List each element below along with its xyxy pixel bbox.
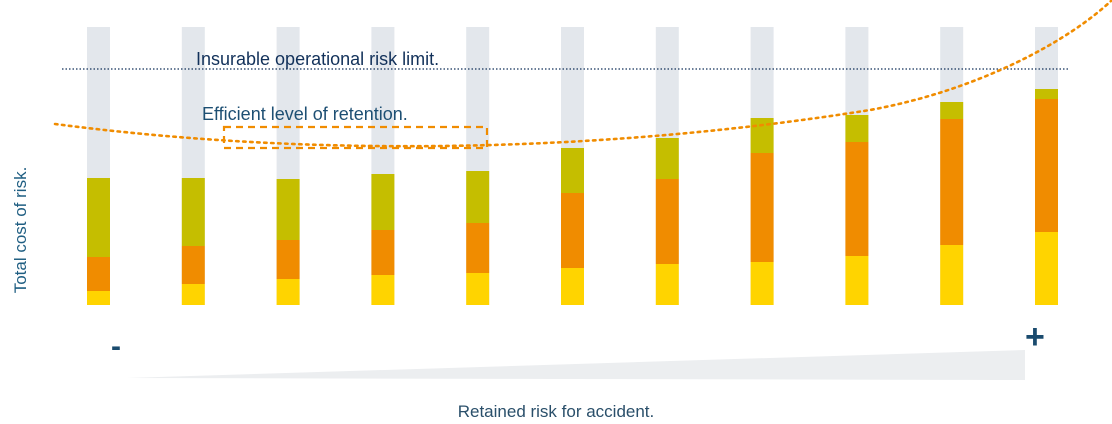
y-axis-label-text: Total cost of risk. (11, 166, 30, 294)
bar-segment-3 (276, 179, 300, 240)
bar-segment-2 (655, 179, 679, 264)
bar-segment-2 (276, 240, 300, 279)
bars-group (87, 27, 1058, 305)
bar-segment-3 (940, 102, 964, 119)
bar-segment-3 (1035, 89, 1058, 99)
bar-segment-3 (561, 148, 584, 193)
minus-sign: - (111, 330, 121, 363)
bar-segment-2 (1035, 99, 1058, 232)
bar-segment-2 (940, 119, 964, 245)
bar-segment-2 (181, 246, 205, 284)
insurable-limit-label: Insurable operational risk limit. (196, 49, 440, 69)
y-axis-label: Total cost of risk. (6, 150, 36, 310)
bar-segment-1 (845, 256, 869, 305)
bar-segment-2 (371, 230, 395, 275)
bar-segment-2 (87, 257, 110, 291)
bar-segment-3 (845, 115, 869, 142)
bar-segment-2 (561, 193, 584, 268)
retained-risk-wedge (127, 350, 1025, 380)
efficient-retention-box (222, 125, 489, 150)
bar-segment-1 (561, 268, 584, 305)
bar-segment-1 (87, 291, 110, 305)
bar-segment-3 (371, 174, 395, 230)
bar-segment-3 (466, 171, 490, 223)
bar-segment-1 (276, 279, 300, 305)
plus-sign: + (1025, 318, 1045, 356)
bar-segment-3 (181, 178, 205, 246)
bar-segment-3 (655, 138, 679, 179)
bar-segment-1 (466, 273, 490, 305)
bar-segment-3 (87, 178, 110, 257)
bar-segment-2 (466, 223, 490, 273)
bar-segment-1 (181, 284, 205, 305)
bar-segment-2 (750, 153, 774, 262)
bar-segment-1 (940, 245, 964, 305)
bar-segment-2 (845, 142, 869, 256)
bar-segment-1 (750, 262, 774, 305)
efficient-retention-label: Efficient level of retention. (202, 104, 408, 124)
total-cost-curve (53, 0, 1112, 148)
x-axis-label: Retained risk for accident. (457, 402, 655, 421)
bar-segment-1 (371, 275, 395, 305)
bar-segment-1 (655, 264, 679, 305)
bar-segment-1 (1035, 232, 1058, 305)
